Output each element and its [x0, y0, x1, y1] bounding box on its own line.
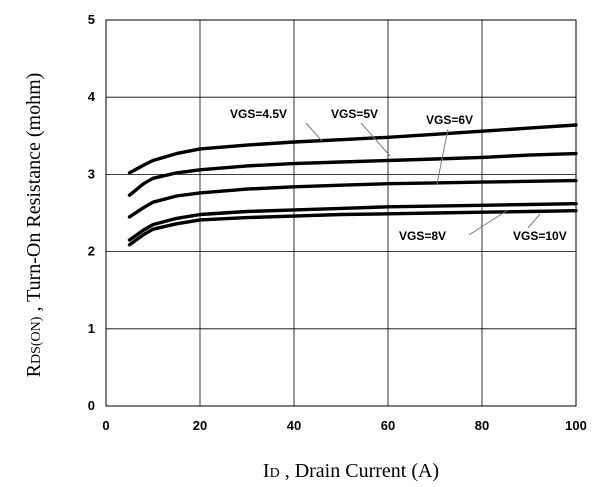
y-tick-label-5: 5	[88, 12, 95, 27]
x-tick-label-4: 80	[475, 418, 489, 433]
grid	[106, 20, 576, 406]
x-tick-label-0: 0	[102, 418, 109, 433]
y-axis-title-sub: DS(ON)	[29, 316, 44, 364]
series-label-bg-3	[397, 228, 446, 243]
series-label-1: VGS=5V	[331, 107, 378, 121]
y-tick-label-2: 2	[88, 244, 95, 259]
y-axis-title-rest: , Turn-On Resistance (mohm)	[23, 73, 45, 317]
series-line-4	[127, 208, 578, 247]
series-line-3	[127, 201, 578, 242]
x-axis-title-sub: D	[270, 466, 280, 481]
series-label-bg-4	[511, 228, 567, 243]
tick-labels: 0 20 40 60 80 100 0 1 2 3 4 5	[88, 12, 587, 433]
series-leader-line-3	[468, 209, 509, 236]
series-label-2: VGS=6V	[426, 113, 473, 127]
series-lines	[127, 123, 578, 247]
x-tick-label-1: 20	[193, 418, 207, 433]
series-label-3: VGS=8V	[399, 229, 446, 243]
series-leader-line-1	[360, 122, 391, 157]
y-axis-title-main: R	[23, 363, 45, 377]
y-tick-label-0: 0	[88, 398, 95, 413]
y-tick-label-4: 4	[88, 89, 96, 104]
plot-frame-border	[105, 19, 577, 407]
x-axis-title: ID , Drain Current (A)	[263, 460, 439, 482]
x-axis-title-main: I	[263, 460, 270, 482]
series-line-2	[127, 178, 578, 219]
plot-area	[105, 19, 577, 407]
series-label-0: VGS=4.5V	[230, 107, 287, 121]
x-axis-title-rest: , Drain Current (A)	[280, 460, 439, 482]
x-tick-label-2: 40	[287, 418, 301, 433]
series-leader-line-0	[305, 122, 323, 142]
y-tick-label-1: 1	[88, 321, 95, 336]
x-tick-label-3: 60	[381, 418, 395, 433]
y-tick-label-3: 3	[88, 166, 95, 181]
series-line-1	[127, 151, 578, 197]
series-label-4: VGS=10V	[513, 229, 567, 243]
series-label-bg-2	[424, 112, 473, 127]
series-leader-line-4	[527, 213, 541, 229]
series-label-bg-0	[228, 106, 292, 121]
series-line-0	[127, 123, 578, 175]
series-labels: VGS=4.5V VGS=5V VGS=6V VGS=8V VGS=10V	[228, 106, 567, 243]
series-label-bg-1	[329, 106, 378, 121]
series-leader-line-2	[436, 128, 449, 185]
y-axis-title: RDS(ON) , Turn-On Resistance (mohm)	[23, 73, 45, 378]
x-tick-label-5: 100	[565, 418, 587, 433]
